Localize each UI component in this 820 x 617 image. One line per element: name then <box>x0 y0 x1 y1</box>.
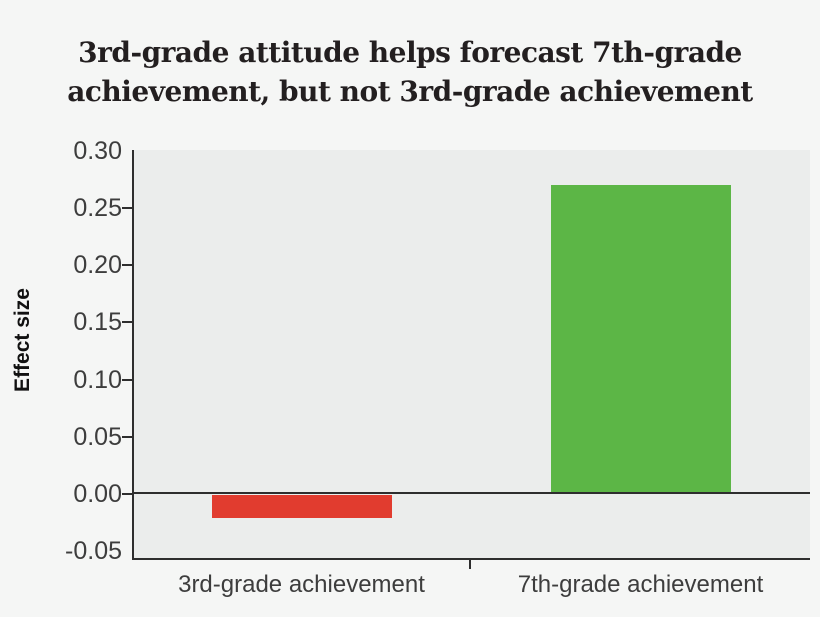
y-tick-label-0.15: 0.15 <box>73 308 122 337</box>
y-tick-mark-0.00 <box>122 492 132 495</box>
chart-title-line2: achievement, but not 3rd-grade achieveme… <box>67 75 753 108</box>
y-tick-label-0.30: 0.30 <box>73 137 122 165</box>
zero-baseline <box>134 492 810 494</box>
plot-area <box>132 150 810 560</box>
y-tick-label-0.00: 0.00 <box>73 479 122 508</box>
x-axis-center-tick <box>469 560 471 569</box>
y-tick-label-0.10: 0.10 <box>73 365 122 394</box>
bar-3rd-grade-achievement <box>211 494 392 518</box>
y-tick-mark-0.20 <box>122 264 132 267</box>
y-tick-label-0.05: 0.05 <box>73 422 122 451</box>
x-tick-label-3rd-grade-achievement: 3rd-grade achievement <box>178 571 425 598</box>
y-tick-label-0.25: 0.25 <box>73 194 122 223</box>
y-tick-label-0.20: 0.20 <box>73 251 122 280</box>
chart-title: 3rd-grade attitude helps forecast 7th-gr… <box>0 33 820 111</box>
y-tick-mark-0.10 <box>122 378 132 381</box>
y-tick-mark-0.15 <box>122 321 132 324</box>
y-tick-mark-0.05 <box>122 435 132 438</box>
bar-7th-grade-achievement <box>550 185 731 494</box>
y-tick-mark-0.25 <box>122 207 132 210</box>
y-tick-label--0.05: -0.05 <box>65 537 122 565</box>
x-tick-label-7th-grade-achievement: 7th-grade achievement <box>517 571 764 598</box>
chart-title-line1: 3rd-grade attitude helps forecast 7th-gr… <box>78 36 742 69</box>
